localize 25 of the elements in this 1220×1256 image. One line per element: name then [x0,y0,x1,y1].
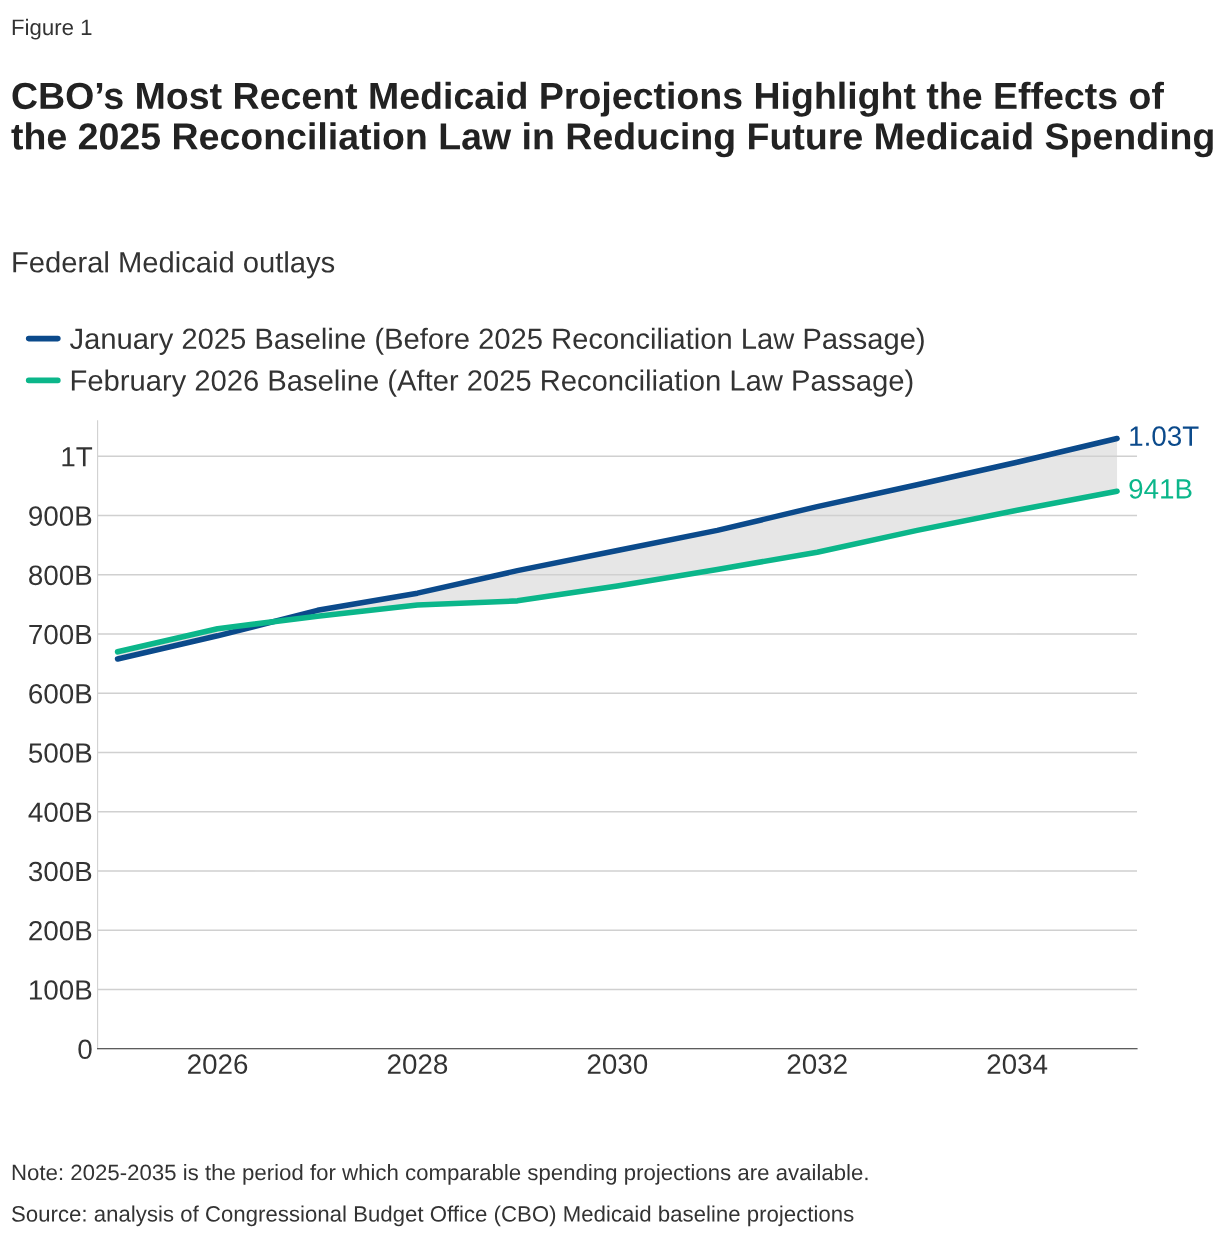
x-tick-label: 2030 [587,1054,648,1075]
x-tick-label: 2026 [188,1054,248,1075]
source-note: Source: analysis of Congressional Budget Office (CBO) Medicaid baseline projections [11,1205,854,1227]
y-tick-label: 100B [29,980,92,1000]
legend-label: January 2025 Baseline (Before 2025 Reconciliation Law Passage) [69,327,924,355]
x-tick-label: 2032 [787,1054,847,1075]
chart-title: CBO’s Most Recent Medicaid Projections Highlight the Effects of the 2025 Reconciliation Law in Reducing Future Medicaid Spending [11,81,1213,158]
y-tick-label: 500B [28,743,92,763]
y-tick-label: 1T [62,447,93,467]
y-tick-label: 300B [28,861,92,882]
y-tick-label: 700B [29,624,92,645]
y-tick-label: 200B [29,920,92,941]
y-tick-label: 800B [29,565,92,586]
x-tick-label: 2034 [987,1054,1048,1075]
y-tick-label: 600B [29,683,92,704]
legend-label: February 2026 Baseline (After 2025 Reconciliation Law Passage) [71,369,913,397]
y-tick-label: 0 [78,1039,92,1060]
data-label: 941B [1129,479,1192,499]
caption: Figure 1 [12,18,92,40]
y-tick-label: 400B [28,802,92,823]
y-tick-label: 900B [29,506,92,526]
text: Note: 2025-2035 is the period for which comparable spending projections are available. [12,1164,868,1185]
data-label: 1.03T [1130,426,1199,446]
x-tick-label: 2028 [387,1054,448,1075]
chart-subtitle: Federal Medicaid outlays [13,251,335,279]
